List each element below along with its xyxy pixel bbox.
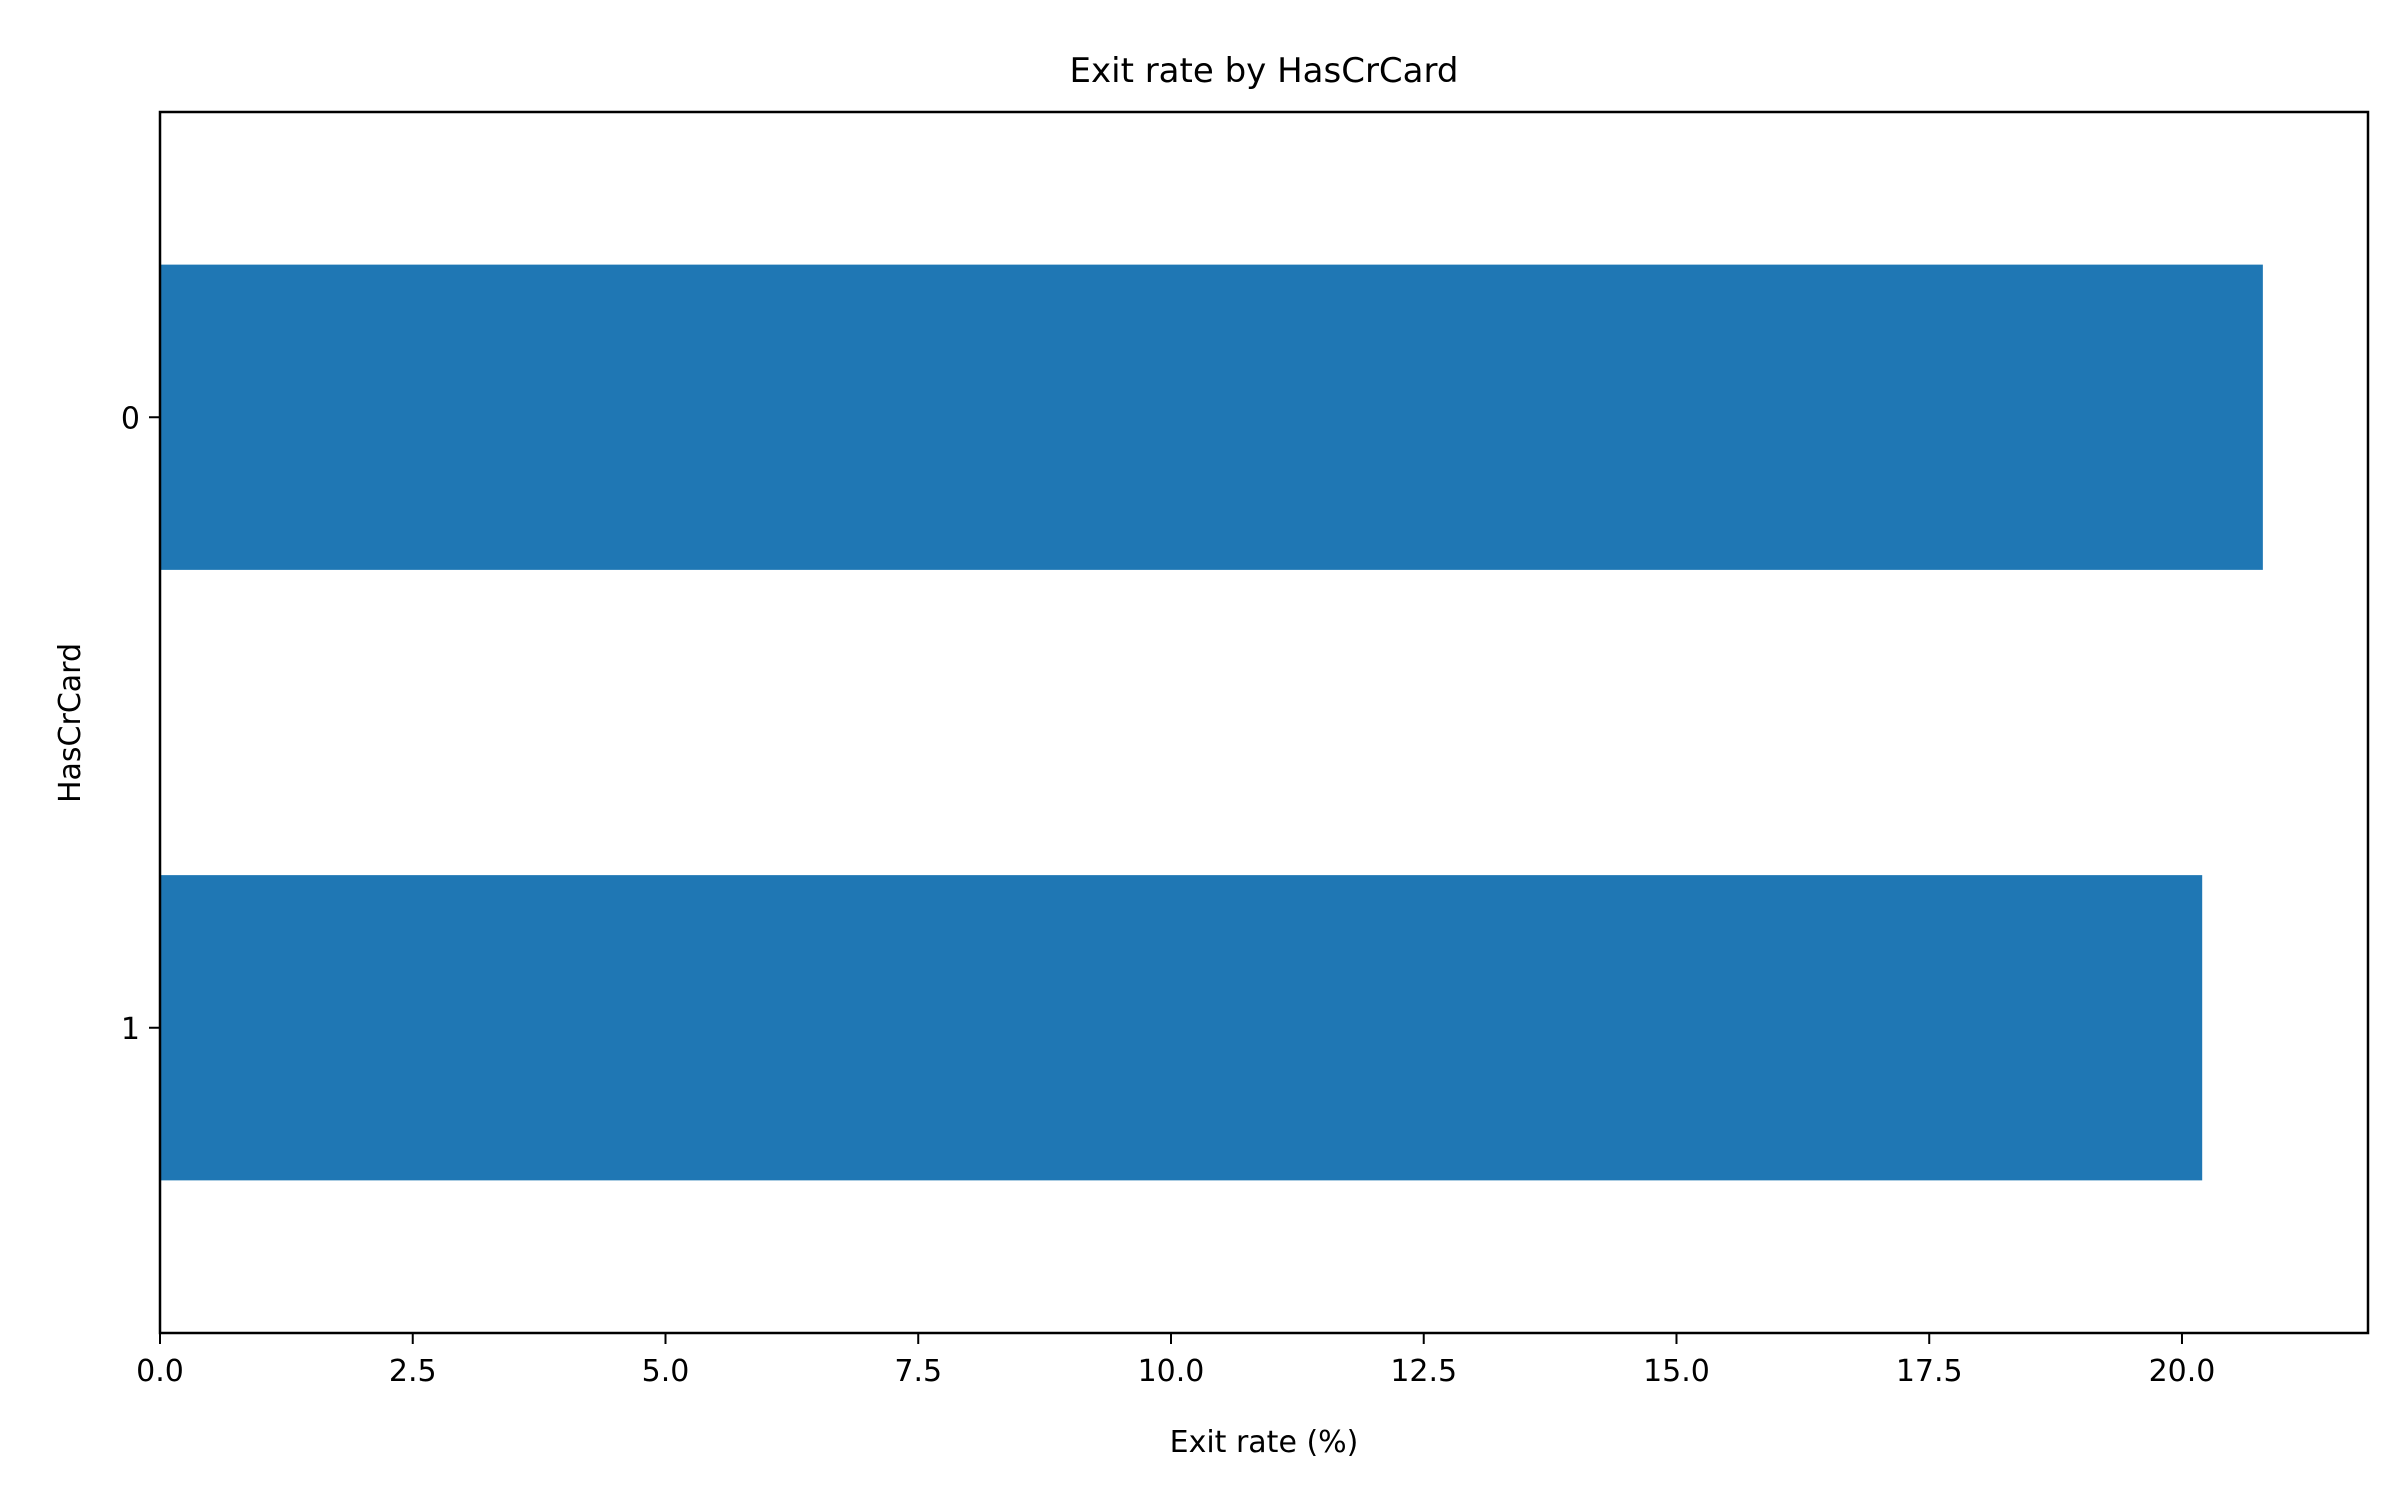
x-tick-label: 20.0 [2149,1354,2216,1389]
x-tick-label: 5.0 [642,1354,690,1389]
y-axis: 01 [121,401,160,1047]
x-tick-label: 10.0 [1138,1354,1205,1389]
y-axis-label: HasCrCard [53,643,88,803]
bars [160,264,2263,1181]
bar-0 [160,264,2263,570]
bar-1 [160,875,2203,1181]
x-tick-label: 17.5 [1896,1354,1963,1389]
x-axis: 0.0 2.5 5.0 7.5 10.0 12.5 15.0 17.5 20.0 [136,1333,2215,1389]
x-axis-label: Exit rate (%) [1170,1425,1359,1460]
x-tick-label: 0.0 [136,1354,184,1389]
x-tick-label: 7.5 [894,1354,942,1389]
x-tick-label: 15.0 [1643,1354,1710,1389]
y-tick-label: 1 [121,1012,140,1047]
x-tick-label: 12.5 [1390,1354,1457,1389]
chart-title: Exit rate by HasCrCard [1070,51,1459,91]
plot-frame [158,110,2370,1335]
x-tick-label: 2.5 [389,1354,437,1389]
y-tick-label: 0 [121,401,140,436]
